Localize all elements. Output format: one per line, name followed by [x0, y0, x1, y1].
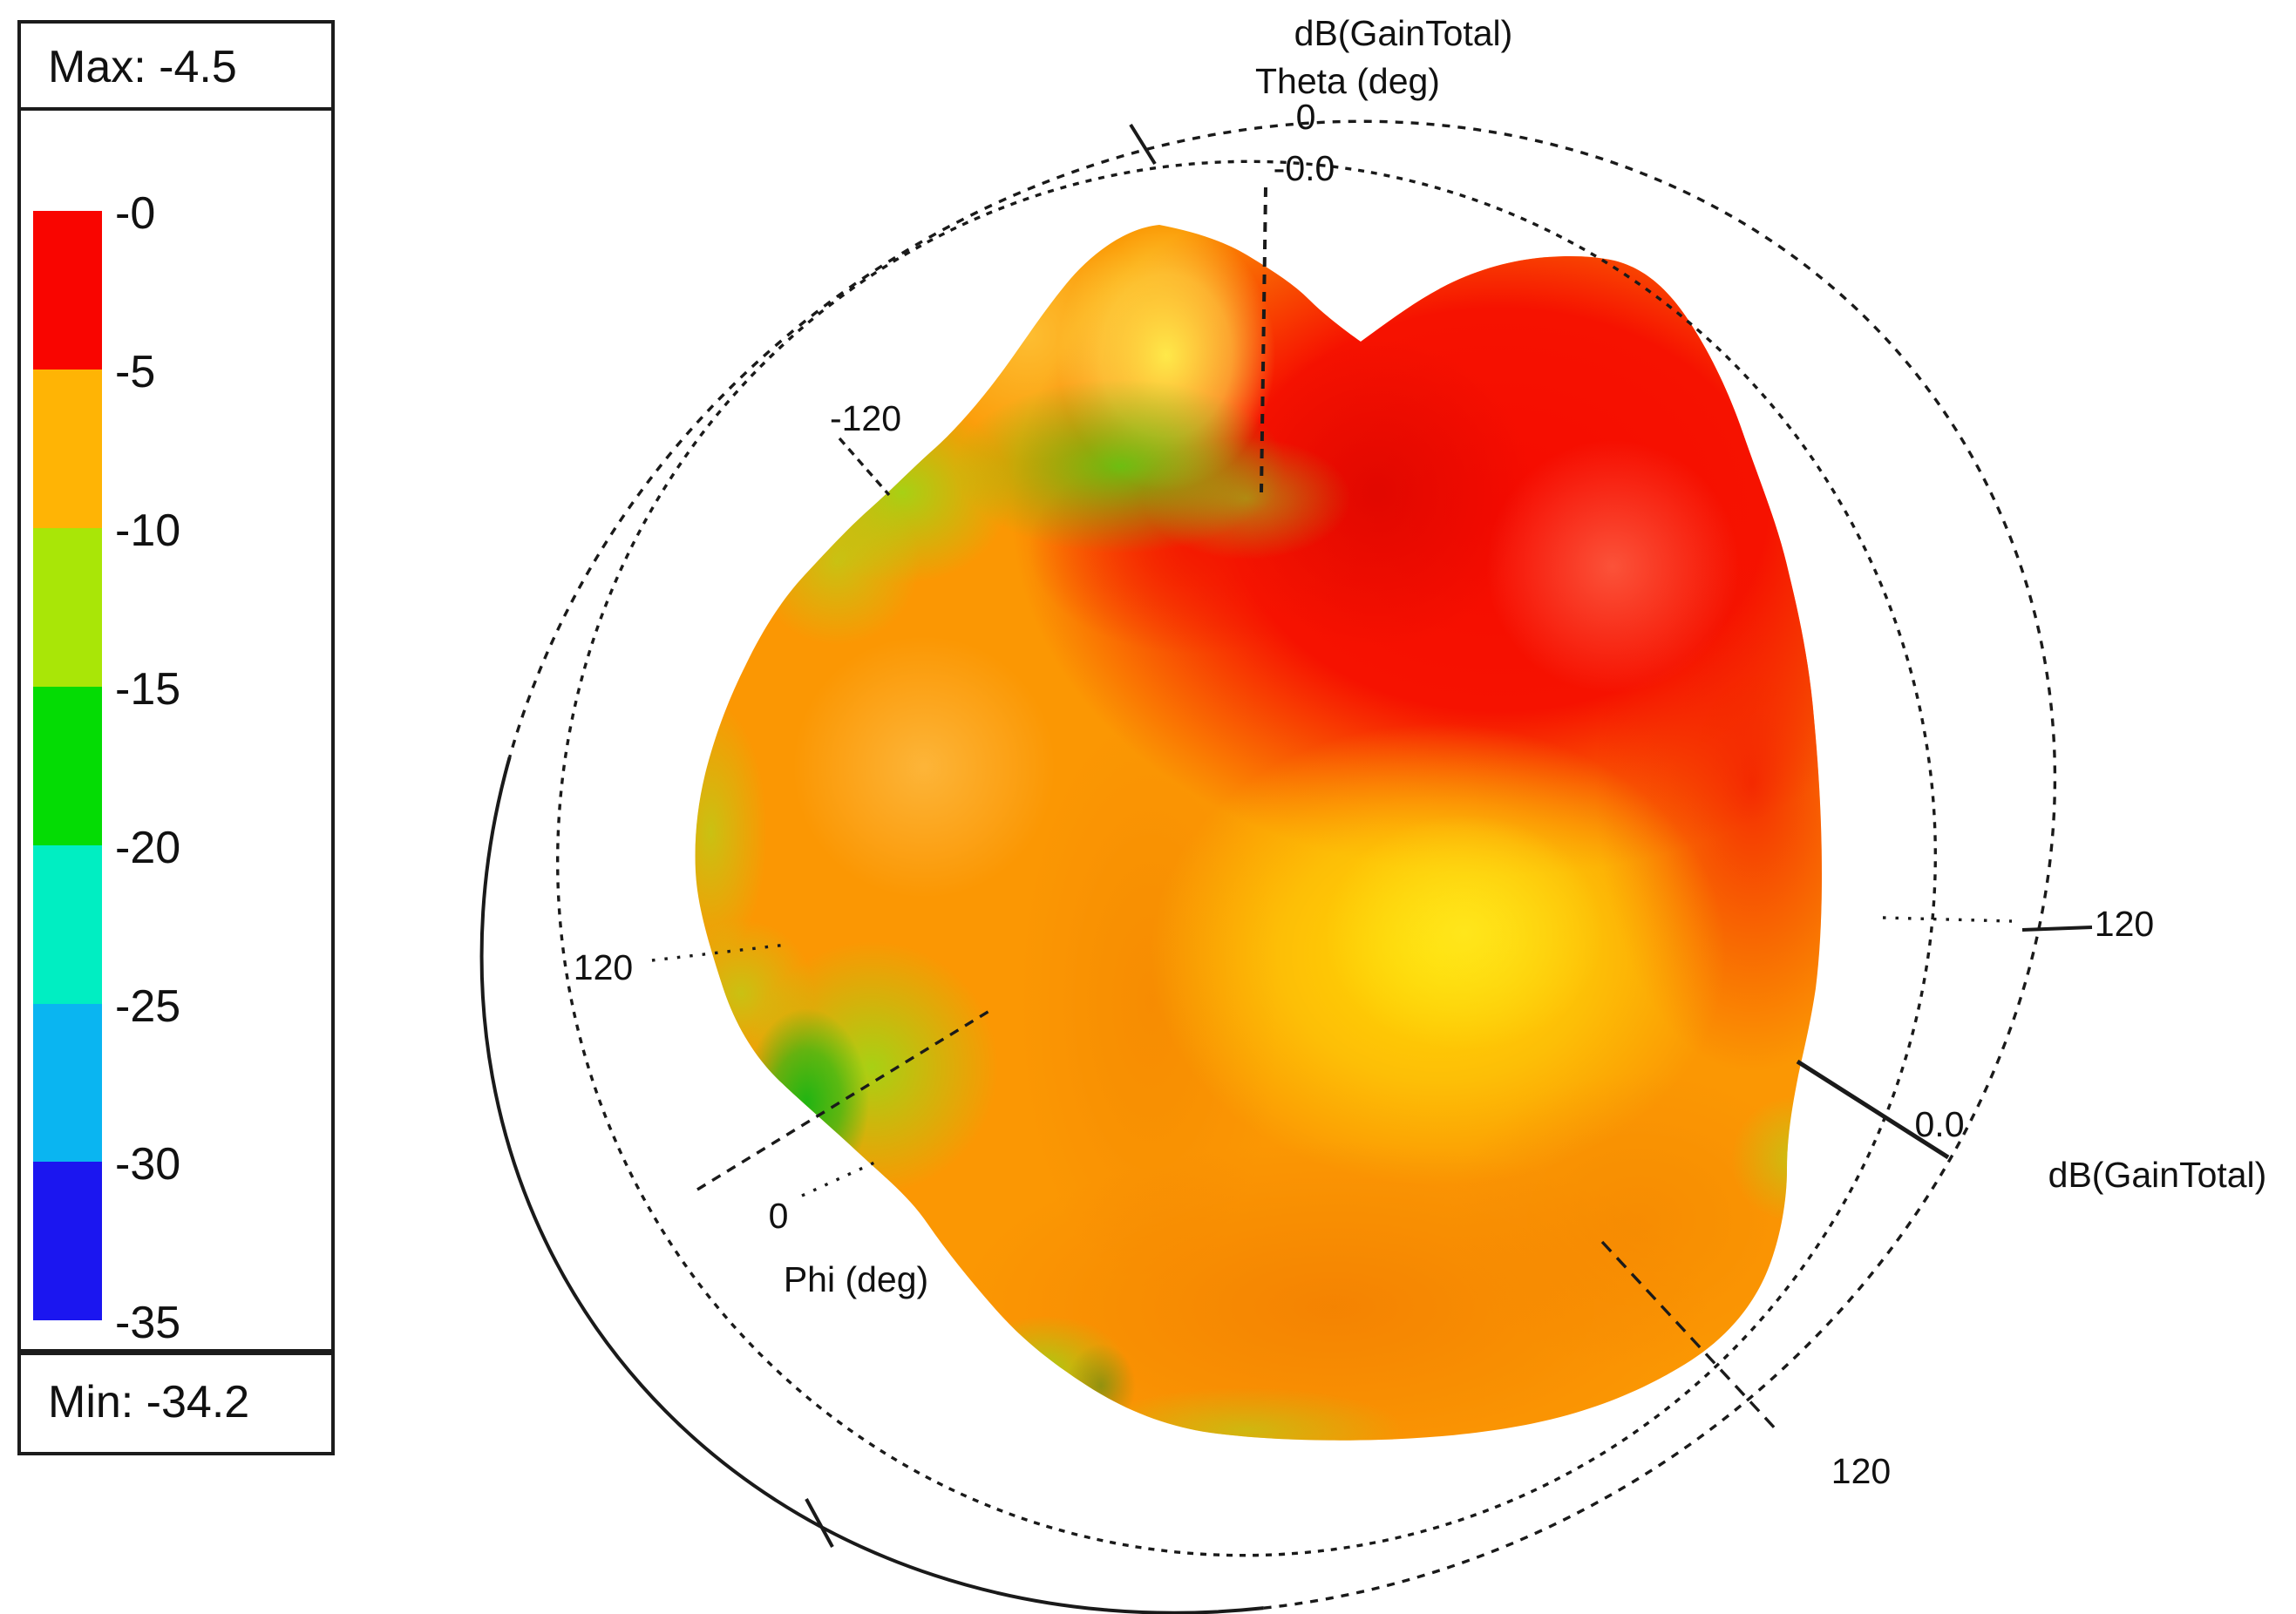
theta-120-tick-label: 120 [574, 947, 633, 987]
legend-swatch-4 [33, 845, 102, 1004]
radial-db-axis-line [1796, 1059, 1950, 1160]
legend-swatch-5 [33, 1004, 102, 1162]
phi-circle-front-arc [479, 756, 1264, 1614]
theta-neg120-tick [838, 437, 891, 497]
plot-title: dB(GainTotal) [1294, 13, 1513, 53]
legend-swatch-0 [33, 211, 102, 370]
phi-axis-label: Phi (deg) [784, 1259, 928, 1299]
gain-surface [695, 225, 1822, 1441]
plot-area: dB(GainTotal) Theta (deg) 0 -0.0 -120 12… [479, 13, 2267, 1614]
legend-tick-0: -0 [115, 188, 155, 239]
legend-swatch-3 [33, 687, 102, 845]
legend-min-label: Min: -34.2 [48, 1377, 249, 1428]
surface-shade-green-saddle2 [1142, 437, 1351, 559]
legend-tick-3: -15 [115, 664, 180, 715]
theta-axis-label: Theta (deg) [1255, 61, 1440, 101]
legend-max-box [17, 20, 335, 111]
legend-swatch-1 [33, 370, 102, 528]
legend-swatch-6 [33, 1162, 102, 1320]
right-120-tick-label: 120 [2095, 904, 2154, 944]
legend-tick-5: -25 [115, 981, 180, 1032]
phi-zero-tick-label: 0 [769, 1196, 789, 1236]
phi-circle-back-arc [508, 119, 2057, 1610]
theta-neg120-tick-label: -120 [830, 398, 901, 438]
legend-max-label: Max: -4.5 [48, 42, 237, 92]
phi-front-arc-tick [805, 1498, 834, 1548]
surface-shade-bottomright-dark [1447, 1072, 1822, 1368]
theta-zero-tick-label: 0 [1296, 97, 1316, 137]
surface-shade-yellow-core [1325, 815, 1604, 1050]
surface-shade-red-deep [1220, 336, 1534, 649]
bottom-right-120-tick-label: 120 [1831, 1451, 1891, 1491]
right-120-tick [2021, 926, 2093, 932]
legend-tick-2: -10 [115, 505, 180, 556]
phi-zero-dotted-line [801, 1157, 883, 1197]
theta-zero-db-label: -0.0 [1274, 148, 1335, 188]
legend: Max: -4.5 Min: -34.2 -0 -5 -10 -15 -20 -… [17, 20, 335, 1455]
surface-shade-lime-lobe-edge2 [754, 479, 920, 645]
surface-shade-green-crescent [744, 1008, 869, 1197]
legend-tick-6: -30 [115, 1139, 180, 1190]
legend-tick-4: -20 [115, 823, 180, 873]
legend-swatch-2 [33, 528, 102, 687]
phi-zero-radial-line [696, 1009, 990, 1191]
legend-min-box [17, 1352, 335, 1455]
legend-tick-1: -5 [115, 347, 155, 397]
surface-shade-salmon-highlight [1486, 440, 1739, 693]
surface-shade-pale-yellow [793, 636, 1055, 898]
radial-axis-label: dB(GainTotal) [2048, 1155, 2267, 1195]
top-left-tick [1129, 123, 1157, 166]
legend-tick-bottom: -35 [115, 1298, 180, 1348]
right-120-dotted-line [1882, 916, 2013, 923]
radial-zero-db-label: 0.0 [1915, 1104, 1965, 1144]
surface-shade-lime-left-rim [695, 702, 767, 963]
